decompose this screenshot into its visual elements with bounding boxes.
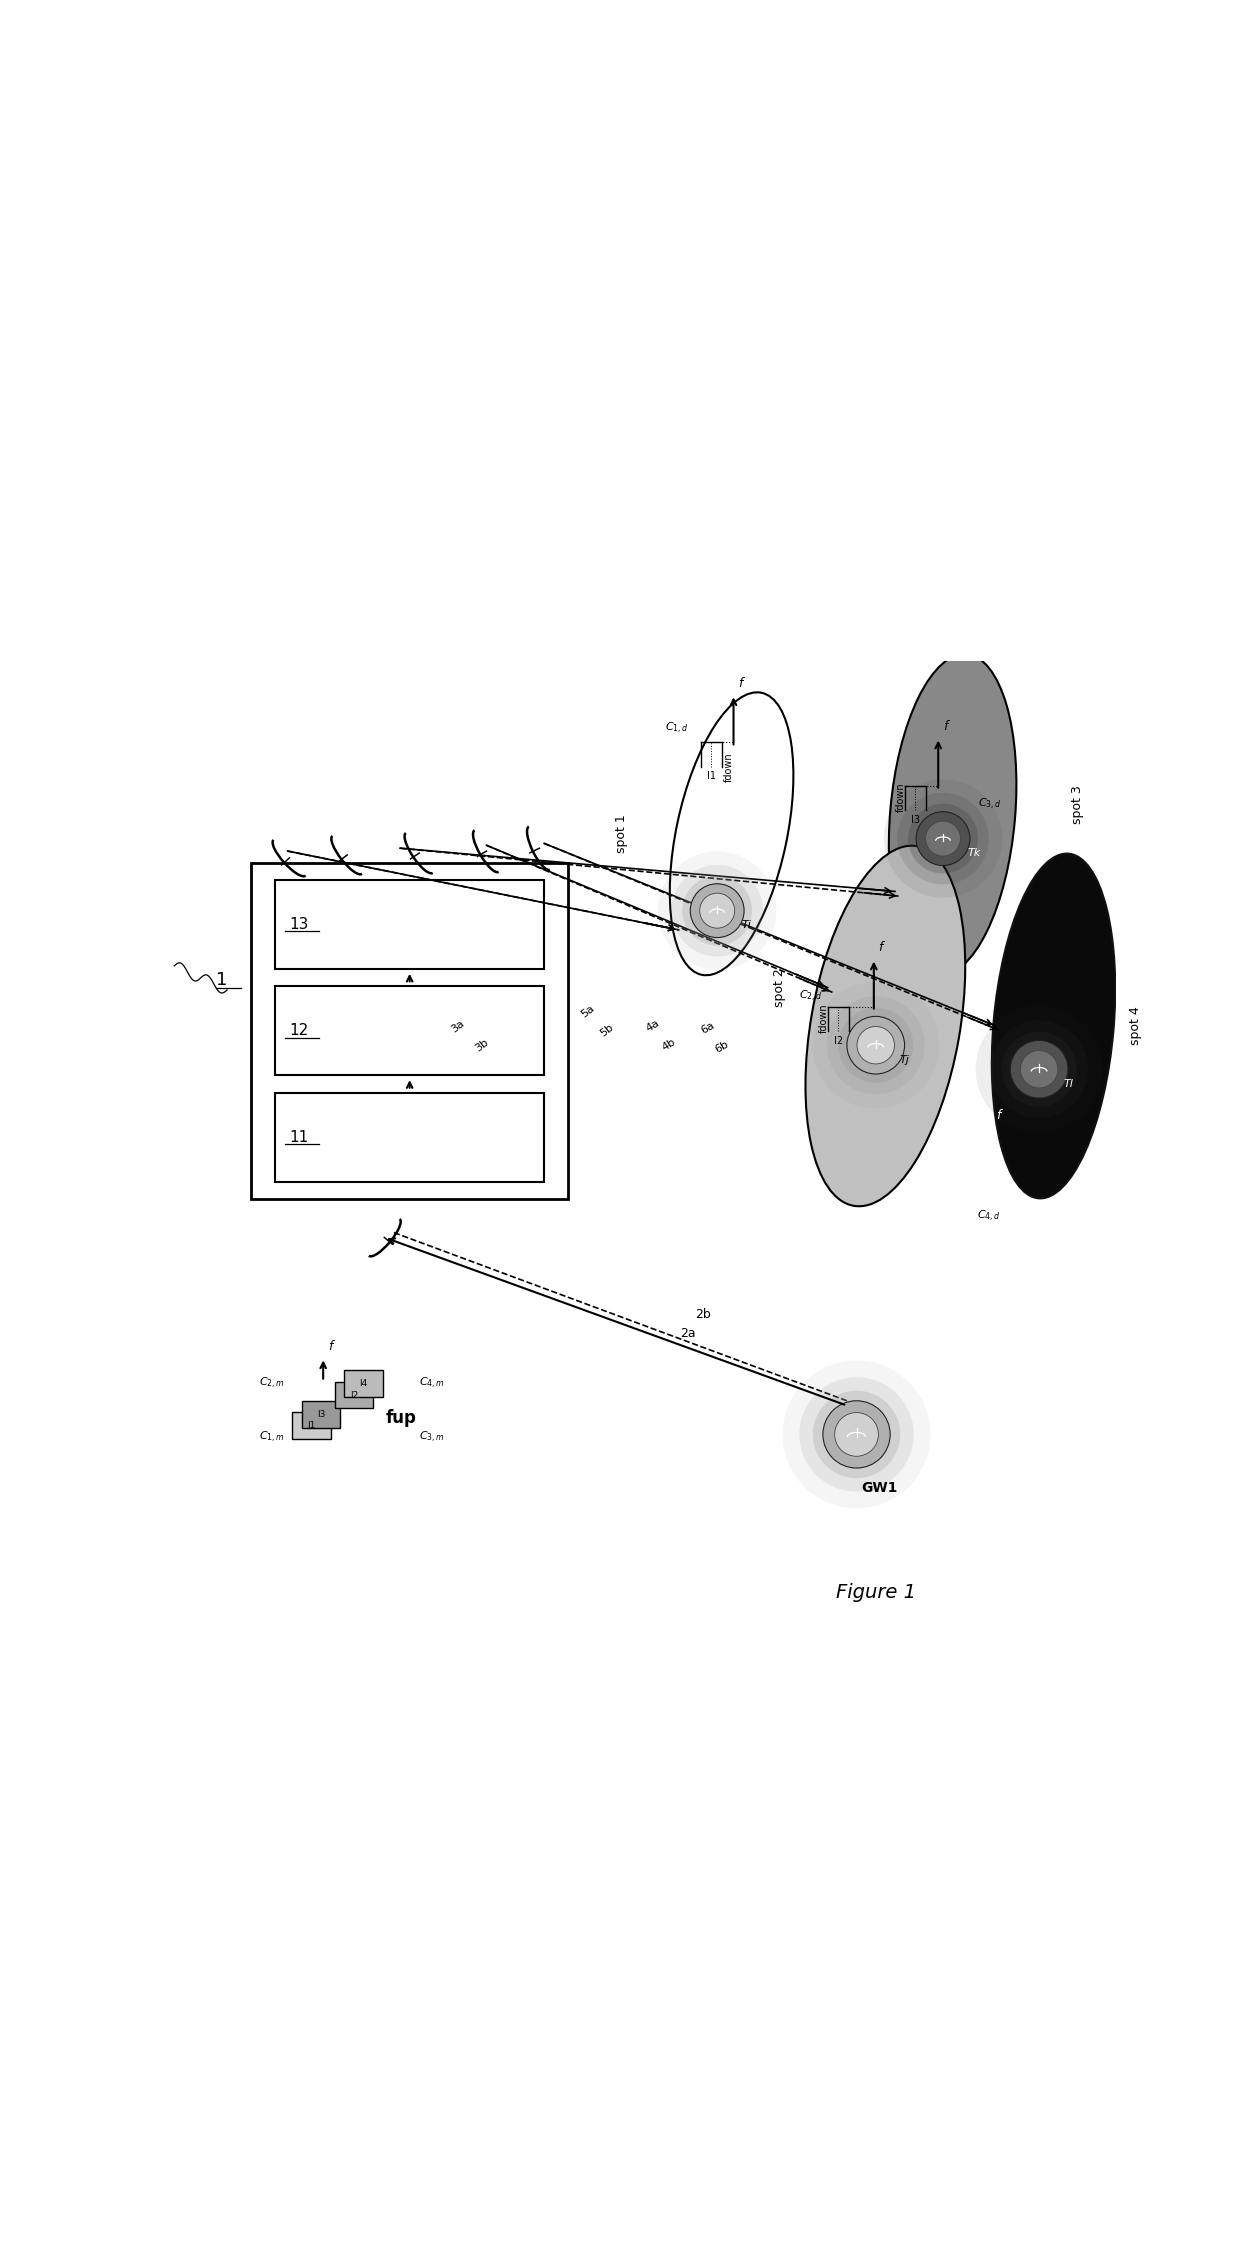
Text: Tl: Tl: [1063, 1078, 1073, 1089]
Text: 6b: 6b: [713, 1040, 730, 1055]
Circle shape: [823, 1401, 890, 1469]
Text: Ti: Ti: [742, 920, 751, 931]
Text: f: f: [879, 940, 883, 954]
Text: f: f: [738, 676, 743, 689]
Text: 5b: 5b: [598, 1022, 615, 1040]
Circle shape: [812, 1390, 900, 1478]
Text: I2: I2: [833, 1035, 843, 1046]
Circle shape: [990, 1019, 1089, 1119]
Text: I2: I2: [350, 1390, 358, 1399]
Circle shape: [782, 1361, 930, 1507]
Circle shape: [1011, 1040, 1068, 1098]
Text: $C_{3,m}$: $C_{3,m}$: [419, 1431, 445, 1444]
Text: 2b: 2b: [694, 1309, 711, 1320]
Ellipse shape: [806, 845, 965, 1207]
Bar: [275, 985, 544, 1076]
Text: $C_{1,d}$: $C_{1,d}$: [665, 721, 688, 735]
Text: fdown: fdown: [954, 1166, 963, 1196]
Text: Tj: Tj: [900, 1055, 910, 1064]
Text: $C_{2,d}$: $C_{2,d}$: [800, 990, 823, 1003]
Text: 2a: 2a: [681, 1327, 696, 1340]
Circle shape: [827, 997, 925, 1094]
Circle shape: [857, 1026, 894, 1064]
Text: f: f: [942, 721, 947, 732]
Circle shape: [699, 893, 734, 929]
Bar: [275, 879, 544, 970]
Text: spot 4: spot 4: [1128, 1006, 1142, 1046]
Ellipse shape: [670, 692, 794, 976]
Circle shape: [1021, 1051, 1058, 1087]
Text: 3b: 3b: [474, 1037, 490, 1053]
Text: spot 1: spot 1: [615, 814, 627, 854]
Bar: [293, 1412, 331, 1440]
Bar: [250, 863, 568, 1200]
Text: fdown: fdown: [818, 1003, 828, 1033]
Circle shape: [812, 981, 939, 1110]
Text: $C_{3,d}$: $C_{3,d}$: [977, 798, 1001, 814]
Circle shape: [847, 1017, 905, 1074]
Text: I1: I1: [308, 1422, 316, 1431]
Text: I3: I3: [317, 1410, 325, 1419]
Text: I3: I3: [910, 814, 920, 825]
Circle shape: [835, 1412, 878, 1455]
Circle shape: [898, 793, 988, 884]
Text: 4b: 4b: [661, 1037, 678, 1053]
Text: spot 2: spot 2: [774, 967, 786, 1008]
Bar: [335, 1381, 373, 1408]
Text: fdown: fdown: [895, 782, 905, 811]
Circle shape: [1002, 1033, 1076, 1107]
Ellipse shape: [889, 653, 1017, 974]
Text: 3a: 3a: [449, 1017, 466, 1035]
Text: fup: fup: [386, 1408, 417, 1426]
Text: 1: 1: [216, 972, 227, 990]
Circle shape: [976, 1006, 1102, 1132]
Text: f: f: [996, 1110, 1001, 1121]
Text: GW1: GW1: [862, 1480, 898, 1494]
Circle shape: [682, 875, 753, 945]
Text: 12: 12: [290, 1024, 309, 1037]
Circle shape: [925, 820, 961, 857]
Text: I4: I4: [360, 1379, 368, 1388]
Text: 6a: 6a: [699, 1019, 715, 1035]
Bar: [345, 1370, 383, 1397]
Text: I4: I4: [968, 1200, 977, 1209]
Text: fdown: fdown: [724, 753, 734, 782]
Circle shape: [671, 866, 763, 956]
Bar: [275, 1092, 544, 1182]
Circle shape: [838, 1008, 913, 1083]
Text: 11: 11: [290, 1130, 309, 1144]
Circle shape: [916, 811, 970, 866]
Text: $C_{4,d}$: $C_{4,d}$: [977, 1209, 1001, 1223]
Ellipse shape: [992, 854, 1115, 1198]
Text: f: f: [327, 1340, 332, 1354]
Circle shape: [658, 852, 776, 970]
Bar: [303, 1401, 341, 1428]
Text: I1: I1: [707, 771, 715, 782]
Text: $C_{1,m}$: $C_{1,m}$: [259, 1431, 285, 1444]
Text: $C_{2,m}$: $C_{2,m}$: [259, 1376, 285, 1392]
Circle shape: [908, 805, 978, 875]
Circle shape: [884, 780, 1002, 897]
Text: Tk: Tk: [967, 848, 981, 859]
Text: 5a: 5a: [579, 1003, 596, 1019]
Text: spot 3: spot 3: [1071, 786, 1084, 825]
Text: 4a: 4a: [645, 1017, 661, 1033]
Circle shape: [691, 884, 744, 938]
Text: 13: 13: [290, 918, 309, 931]
Text: Figure 1: Figure 1: [836, 1584, 916, 1602]
Text: $C_{4,m}$: $C_{4,m}$: [419, 1376, 445, 1392]
Circle shape: [800, 1376, 914, 1492]
